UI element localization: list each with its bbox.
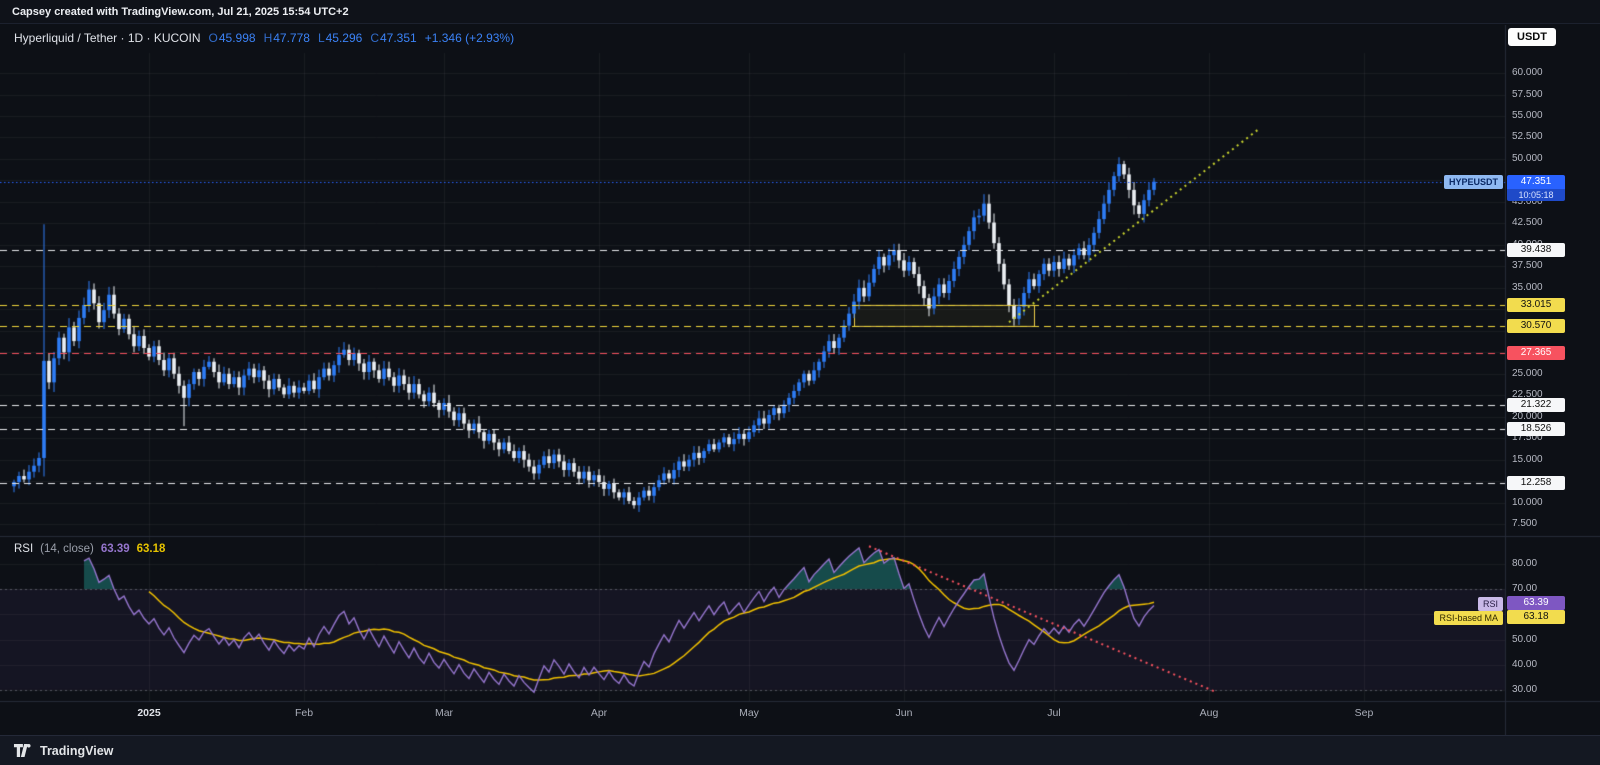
rsi-axis-tick: 30.00 — [1512, 683, 1538, 695]
time-axis-label-aug: Aug — [1199, 707, 1219, 719]
time-axis[interactable]: 2025 Feb Mar Apr May Jun Jul Aug Sep — [0, 701, 1505, 731]
price-axis-tick: 35.000 — [1512, 281, 1543, 293]
symbol-header: Hyperliquid / Tether · 1D · KUCOIN O45.9… — [14, 31, 514, 45]
price-level-badge: 18.526 — [1507, 422, 1565, 437]
price-axis-tick: 10.000 — [1512, 496, 1543, 508]
rsi-axis-tick: 40.00 — [1512, 658, 1538, 670]
rsi-ma-value-badge: 63.18 — [1507, 610, 1565, 624]
price-axis-tick: 15.000 — [1512, 453, 1543, 465]
price-axis-tick: 20.000 — [1512, 410, 1543, 422]
symbol-title[interactable]: Hyperliquid / Tether · 1D · KUCOIN — [14, 31, 201, 45]
time-axis-label-sep: Sep — [1354, 707, 1374, 719]
time-axis-label-jun: Jun — [895, 707, 913, 719]
price-axis-tick: 22.500 — [1512, 389, 1543, 401]
currency-toggle-button[interactable]: USDT — [1508, 28, 1556, 46]
price-level-badge: 33.015 — [1507, 297, 1565, 312]
time-axis-label-mar: Mar — [434, 707, 454, 719]
time-axis-label-jul: Jul — [1047, 707, 1061, 719]
price-axis-tick: 50.000 — [1512, 152, 1543, 164]
rsi-params: (14, close) — [40, 543, 94, 555]
attribution-bar: Capsey created with TradingView.com, Jul… — [0, 0, 1600, 24]
price-axis-tick: 37.500 — [1512, 260, 1543, 272]
rsi-axis-tick: 50.00 — [1512, 633, 1538, 645]
price-level-badge: 12.258 — [1507, 476, 1565, 491]
ohlc-close: C47.351 — [370, 31, 417, 45]
rsi-ma-value: 63.18 — [136, 543, 166, 555]
last-price-badge: 47.351 — [1507, 174, 1565, 189]
bar-countdown-badge: 10:05:18 — [1507, 188, 1565, 201]
price-axis-tick: 45.000 — [1512, 195, 1543, 207]
time-axis-label-feb: Feb — [294, 707, 314, 719]
price-axis-tick: 57.500 — [1512, 88, 1543, 100]
rsi-ma-label-pill: RSI-based MA — [1434, 611, 1503, 625]
time-axis-label-apr: Apr — [590, 707, 608, 719]
rsi-axis-tick: 70.00 — [1512, 583, 1538, 595]
tradingview-brand-label[interactable]: TradingView — [40, 743, 114, 758]
attribution-text: Capsey created with TradingView.com, Jul… — [12, 6, 349, 18]
chart-area: Hyperliquid / Tether · 1D · KUCOIN O45.9… — [0, 25, 1600, 735]
rsi-indicator-header: RSI (14, close) 63.39 63.18 — [14, 543, 165, 555]
price-level-badge: 27.365 — [1507, 346, 1565, 361]
price-axis-tick: 17.500 — [1512, 432, 1543, 444]
ohlc-change: +1.346 (+2.93%) — [424, 31, 515, 45]
time-axis-label-may: May — [739, 707, 759, 719]
rsi-title[interactable]: RSI — [14, 543, 34, 555]
price-level-badge: 21.322 — [1507, 398, 1565, 413]
tradingview-logo-icon — [13, 744, 31, 757]
price-axis-tick: 55.000 — [1512, 109, 1543, 121]
rsi-value: 63.39 — [100, 543, 130, 555]
rsi-value-badge: 63.39 — [1507, 596, 1565, 610]
time-axis-label-2025: 2025 — [137, 707, 161, 719]
rsi-axis-tick: 80.00 — [1512, 557, 1538, 569]
rsi-label-pill: RSI — [1477, 597, 1503, 611]
ohlc-low: L45.296 — [317, 31, 363, 45]
price-level-badge: 30.570 — [1507, 318, 1565, 333]
price-axis-tick: 60.000 — [1512, 67, 1543, 79]
ohlc-open: O45.998 — [208, 31, 256, 45]
ohlc-high: H47.778 — [263, 31, 310, 45]
chart-canvas[interactable] — [0, 25, 1600, 735]
symbol-price-tag: HYPEUSDT — [1443, 174, 1503, 189]
footer-bar: TradingView — [0, 735, 1600, 765]
price-axis-tick: 52.500 — [1512, 131, 1543, 143]
price-axis-tick: 7.500 — [1512, 518, 1538, 530]
price-level-badge: 39.438 — [1507, 242, 1565, 257]
price-axis-tick: 42.500 — [1512, 217, 1543, 229]
price-axis-tick: 25.000 — [1512, 367, 1543, 379]
